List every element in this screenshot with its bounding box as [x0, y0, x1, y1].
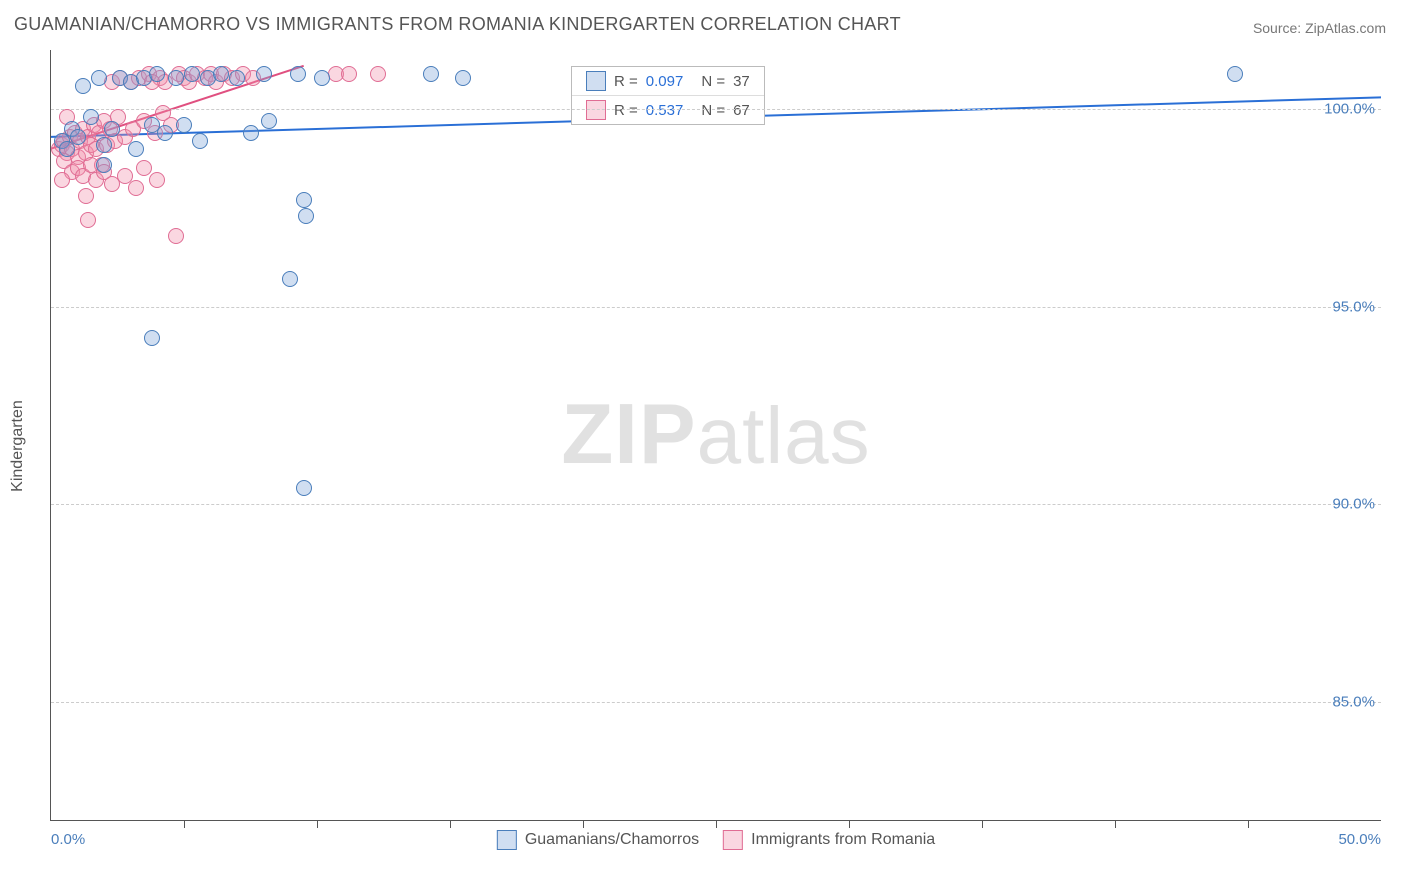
data-point-blue: [314, 70, 330, 86]
x-tick: [1115, 820, 1116, 828]
gridline: [51, 504, 1381, 505]
data-point-blue: [298, 208, 314, 224]
y-axis-title: Kindergarten: [9, 354, 27, 446]
data-point-blue: [1227, 66, 1243, 82]
y-tick-label: 90.0%: [1332, 496, 1375, 513]
data-point-blue: [144, 330, 160, 346]
y-axis-title-text: Kindergarten: [9, 400, 27, 492]
data-point-pink: [149, 172, 165, 188]
y-tick-label: 85.0%: [1332, 693, 1375, 710]
x-tick: [184, 820, 185, 828]
data-point-blue: [229, 70, 245, 86]
legend-item-pink: Immigrants from Romania: [723, 830, 935, 850]
y-tick-label: 100.0%: [1324, 101, 1375, 118]
gridline: [51, 702, 1381, 703]
watermark-rest: atlas: [697, 391, 871, 480]
data-point-blue: [83, 109, 99, 125]
trend-lines: [51, 50, 1381, 820]
data-point-blue: [290, 66, 306, 82]
gridline: [51, 307, 1381, 308]
swatch-blue: [497, 830, 517, 850]
chart-title: GUAMANIAN/CHAMORRO VS IMMIGRANTS FROM RO…: [14, 14, 901, 35]
plot-area: ZIPatlas R = 0.097 N = 37 R = 0.537 N = …: [50, 50, 1381, 821]
series-label-pink: Immigrants from Romania: [751, 831, 935, 849]
series-legend: Guamanians/Chamorros Immigrants from Rom…: [497, 830, 935, 850]
x-tick: [716, 820, 717, 828]
data-point-blue: [296, 480, 312, 496]
x-axis-label-left: 0.0%: [51, 831, 85, 848]
x-tick: [317, 820, 318, 828]
data-point-blue: [128, 141, 144, 157]
data-point-pink: [370, 66, 386, 82]
x-tick: [583, 820, 584, 828]
n-value-blue: 37: [733, 73, 750, 90]
data-point-blue: [213, 66, 229, 82]
source-label: Source: ZipAtlas.com: [1253, 20, 1386, 36]
data-point-blue: [176, 117, 192, 133]
data-point-blue: [261, 113, 277, 129]
data-point-pink: [341, 66, 357, 82]
data-point-pink: [54, 172, 70, 188]
data-point-blue: [157, 125, 173, 141]
r-label: R =: [614, 73, 638, 90]
data-point-blue: [149, 66, 165, 82]
data-point-blue: [104, 121, 120, 137]
data-point-blue: [91, 70, 107, 86]
gridline: [51, 109, 1381, 110]
x-tick: [450, 820, 451, 828]
data-point-pink: [168, 228, 184, 244]
data-point-blue: [168, 70, 184, 86]
data-point-blue: [96, 137, 112, 153]
series-label-blue: Guamanians/Chamorros: [525, 831, 699, 849]
watermark-bold: ZIP: [561, 387, 696, 482]
x-tick: [1248, 820, 1249, 828]
chart-container: GUAMANIAN/CHAMORRO VS IMMIGRANTS FROM RO…: [0, 0, 1406, 892]
r-value-blue: 0.097: [646, 73, 684, 90]
x-axis-label-right: 50.0%: [1338, 831, 1381, 848]
data-point-blue: [70, 129, 86, 145]
legend-row-blue: R = 0.097 N = 37: [572, 67, 764, 96]
n-label: N =: [701, 73, 725, 90]
data-point-blue: [282, 271, 298, 287]
data-point-pink: [80, 212, 96, 228]
y-tick-label: 95.0%: [1332, 298, 1375, 315]
data-point-blue: [243, 125, 259, 141]
data-point-blue: [96, 157, 112, 173]
data-point-blue: [256, 66, 272, 82]
data-point-pink: [128, 180, 144, 196]
correlation-legend: R = 0.097 N = 37 R = 0.537 N = 67: [571, 66, 765, 125]
data-point-blue: [192, 133, 208, 149]
legend-item-blue: Guamanians/Chamorros: [497, 830, 699, 850]
swatch-blue: [586, 71, 606, 91]
data-point-blue: [423, 66, 439, 82]
data-point-blue: [455, 70, 471, 86]
data-point-blue: [296, 192, 312, 208]
x-tick: [982, 820, 983, 828]
data-point-blue: [184, 66, 200, 82]
data-point-pink: [78, 188, 94, 204]
data-point-pink: [136, 160, 152, 176]
data-point-blue: [75, 78, 91, 94]
watermark: ZIPatlas: [561, 386, 870, 484]
swatch-pink: [723, 830, 743, 850]
x-tick: [849, 820, 850, 828]
